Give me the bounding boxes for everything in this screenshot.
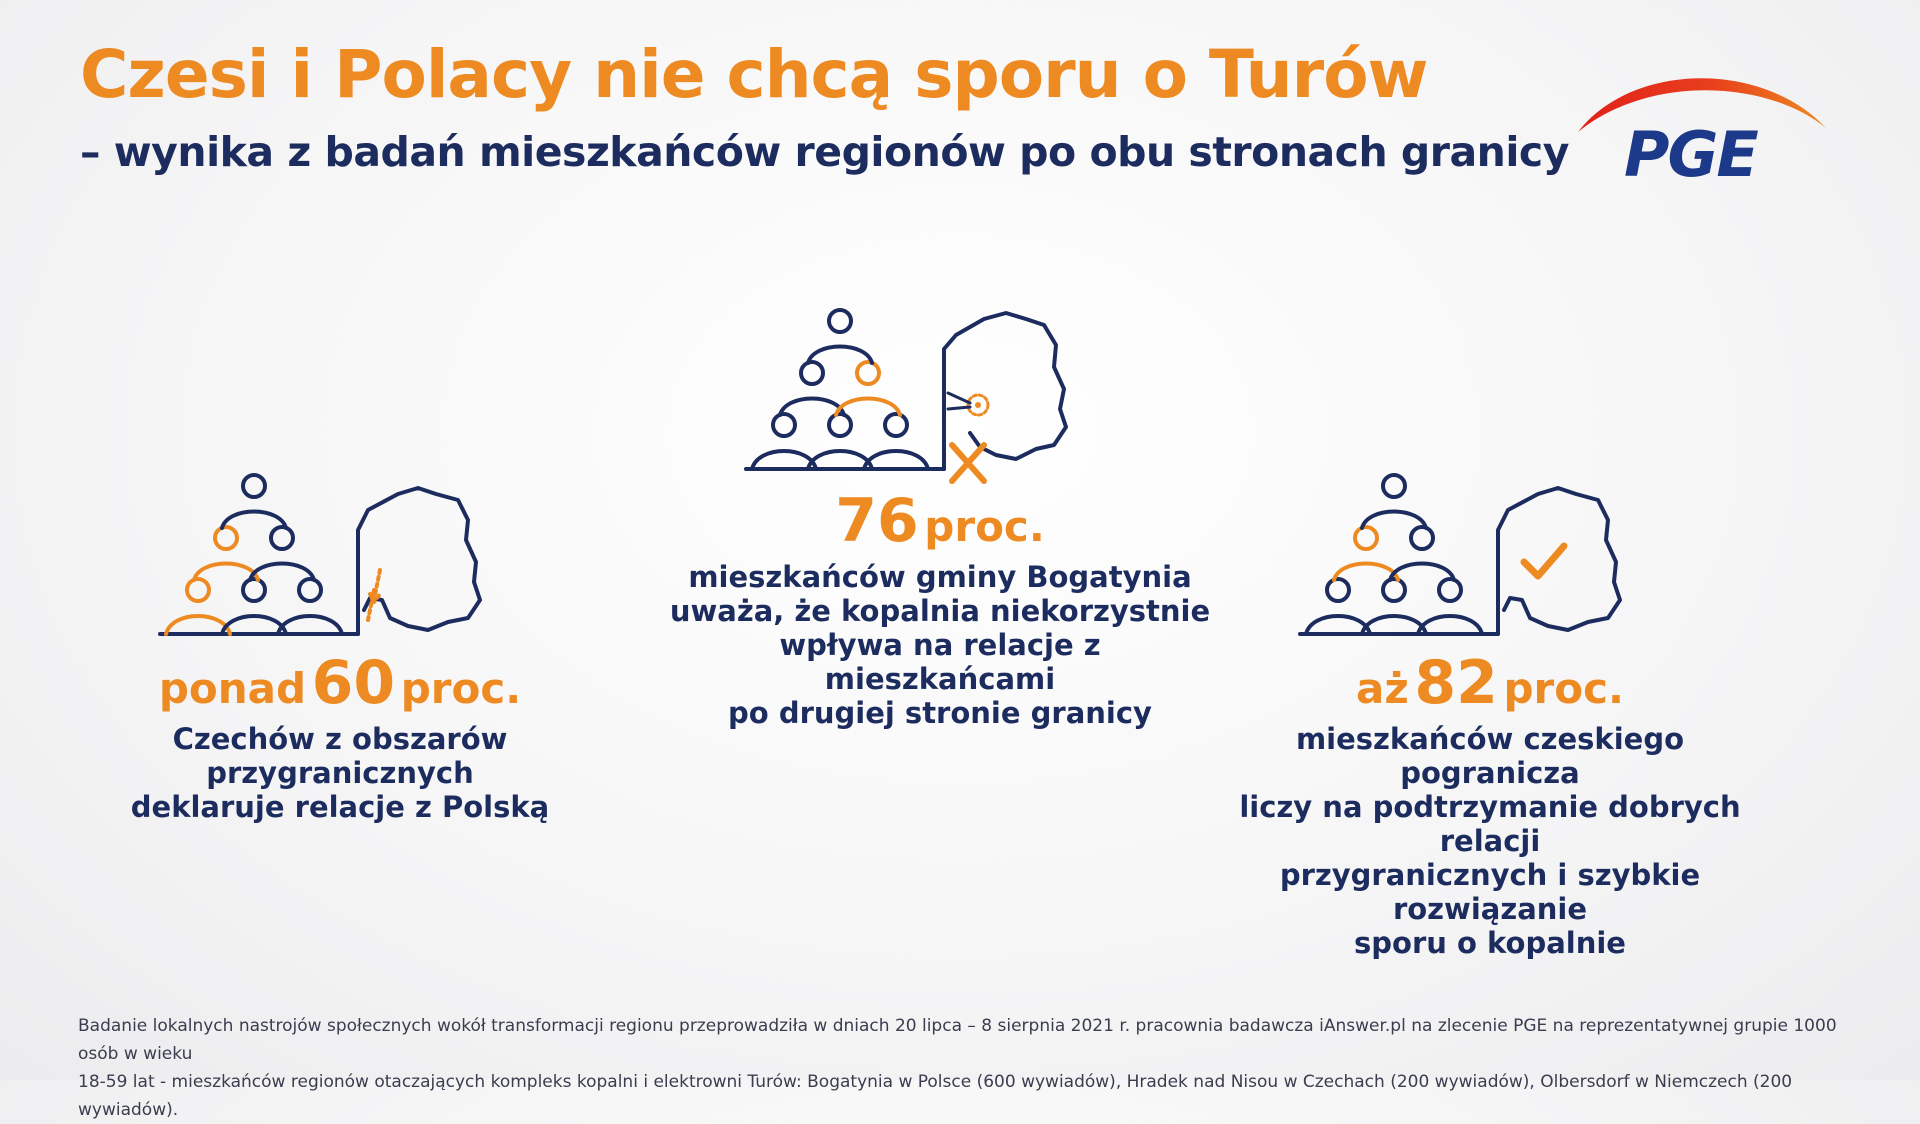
logo-text: PGE [1624,118,1759,191]
stat-unit: proc. [400,664,522,713]
stat-czech-border: aż 82 proc. mieszkańców czeskiego pogran… [1210,470,1770,960]
description-line: Czechów z obszarów [172,722,508,756]
people-pyramid-map-check-icon [1298,473,1622,636]
stat-number: 76 [835,486,919,556]
stat-number: 60 [311,648,396,718]
page-subtitle: – wynika z badań mieszkańców regionów po… [80,128,1569,176]
pge-logo: PGE [1572,66,1832,191]
stat-unit: proc. [1503,664,1624,713]
description-line: sporu o kopalnie [1354,926,1626,960]
description-line: uważa, że kopalnia niekorzystnie [669,594,1211,628]
stat-czech-relations: ponad 60 proc. Czechów z obszarów przygr… [130,470,550,824]
description-line: po drugiej stronie granicy [728,696,1152,730]
description-line: przygranicznych i szybkie rozwiązanie [1279,858,1701,926]
stat-value: 76 proc. [660,486,1220,556]
stat-description: mieszkańców gminy Bogatynia uważa, że ko… [660,560,1220,730]
stat-value: aż 82 proc. [1210,648,1770,718]
stat-unit: proc. [924,502,1045,551]
page-title: Czesi i Polacy nie chcą sporu o Turów [80,36,1429,113]
footnote-line: Badanie lokalnych nastrojów społecznych … [78,1016,1837,1064]
stat-description: mieszkańców czeskiego pogranicza liczy n… [1210,722,1770,960]
description-line: przygranicznych [206,756,474,790]
stat-prefix: ponad [158,664,307,713]
footnote-line: 18-59 lat - mieszkańców regionów otaczaj… [78,1072,1793,1120]
description-line: mieszkańców gminy Bogatynia [688,560,1192,594]
stat-number: 82 [1414,648,1498,718]
people-pyramid-map-cross-icon [744,308,1068,484]
logo-arc-icon [1578,78,1826,132]
people-pyramid-map-arrows-icon [158,473,482,636]
stat-prefix: aż [1356,664,1409,713]
description-line: liczy na podtrzymanie dobrych relacji [1239,790,1741,858]
stat-value: ponad 60 proc. [130,648,550,718]
description-line: wpływa na relacje z mieszkańcami [779,628,1101,696]
footnote: Badanie lokalnych nastrojów społecznych … [78,1012,1858,1124]
description-line: mieszkańców czeskiego pogranicza [1295,722,1685,790]
stat-description: Czechów z obszarów przygranicznych dekla… [130,722,550,824]
stat-bogatynia: 76 proc. mieszkańców gminy Bogatynia uwa… [660,305,1220,730]
description-line: deklaruje relacje z Polską [130,790,550,824]
